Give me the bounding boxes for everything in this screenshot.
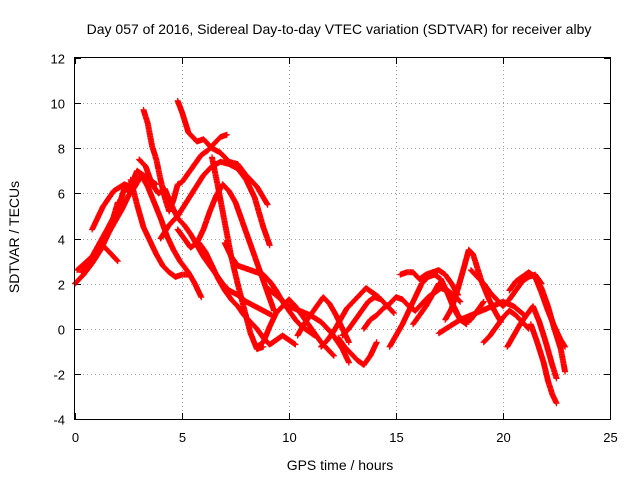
series-arc11 [174,181,277,314]
series-arc18 [318,285,382,350]
series-arc30 [504,303,560,382]
axis-ticks: 0 5 10 15 20 25 -4 -2 0 2 4 6 8 10 12 [51,52,618,446]
x-tick-label: 15 [389,430,403,445]
marker-path [78,242,121,276]
marker-path [127,176,192,280]
marker-path [335,334,380,368]
marker-path [106,172,205,301]
y-tick-label: 4 [58,233,65,248]
y-tick-label: 10 [51,97,65,112]
series-arc13 [209,154,267,353]
series-arc31 [527,321,560,407]
y-tick-label: 0 [58,323,65,338]
plot-frame [74,57,611,420]
y-tick-label: 8 [58,142,65,157]
x-tick-label: 5 [179,430,186,445]
marker-path [532,273,569,375]
marker-path [480,307,532,346]
series-arc28 [480,307,532,346]
y-tick-label: 12 [51,52,65,67]
data-series [72,97,569,407]
series-arc32 [532,273,569,375]
marker-path [527,321,560,407]
x-tick-label: 0 [72,430,79,445]
marker-path [397,267,462,298]
x-tick-label: 20 [496,430,510,445]
grid-lines [75,58,610,419]
x-tick-label: 10 [282,430,296,445]
series-arc05 [106,172,205,301]
y-tick-label: -2 [53,368,65,383]
y-tick-label: -4 [53,413,65,428]
y-tick-label: 2 [58,278,65,293]
marker-path [504,303,560,382]
series-arc23 [397,267,462,298]
y-axis-title: SDTVAR / TECUs [6,181,22,293]
marker-path [174,181,277,314]
series-arc10 [174,97,271,208]
y-tick-label: 6 [58,187,65,202]
marker-path [318,285,382,350]
chart-title: Day 057 of 2016, Sidereal Day-to-day VTE… [87,21,592,37]
series-arc06 [127,176,192,280]
series-arc20 [335,334,380,368]
marker-path [174,97,271,208]
x-axis-title: GPS time / hours [287,457,394,473]
series-arc04 [78,242,121,276]
marker-path [339,294,397,339]
series-arc19 [339,294,397,339]
x-tick-label: 25 [603,430,617,445]
marker-path [209,154,267,353]
